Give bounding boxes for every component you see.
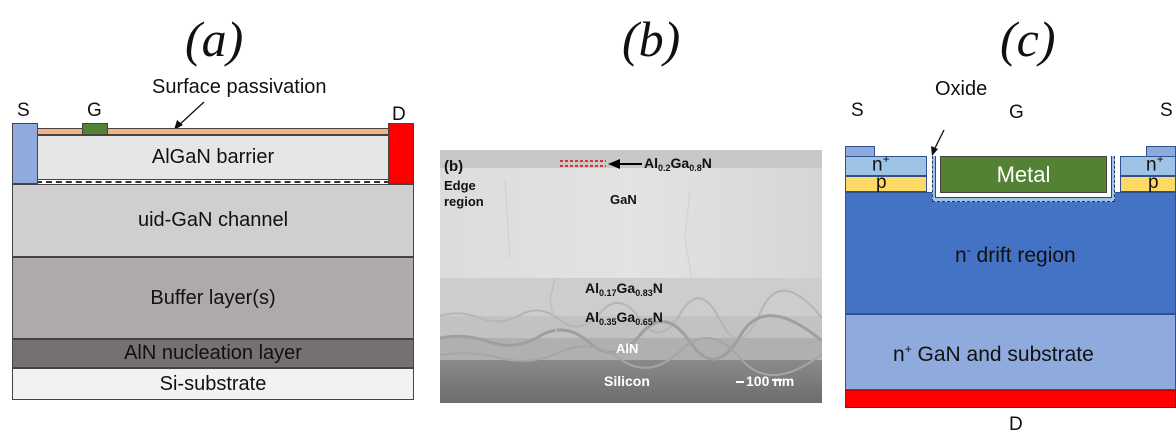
top-algan-label: Al0.2Ga0.8N [644,155,712,173]
al035-layer-label: Al0.35Ga0.65N [585,309,663,327]
p-label-right: p [1148,172,1159,193]
gate-contact-a [82,123,108,135]
sem-cross-section-image [440,150,822,403]
oxide-label: Oxide [935,78,988,100]
uid-gan-channel-layer: uid-GaN channel [12,184,414,257]
drain-contact-c [845,390,1176,408]
scale-bar [736,381,744,383]
sem-inset-letter: (b) [444,158,464,175]
si-substrate-label: Si-substrate [159,372,267,395]
buffer-layer-label: Buffer layer(s) [150,286,276,309]
n-plus-substrate-layer [845,314,1176,390]
n-plus-label-left: n+ [872,152,890,176]
source-label-c-right: S [1160,100,1173,121]
p-label-left: p [876,172,887,193]
panel-b-letter: (b) [622,11,681,67]
si-substrate-layer: Si-substrate [12,368,414,400]
gate-label-c: G [1009,102,1024,123]
aln-nucleation-label: AlN nucleation layer [124,342,302,364]
aln-nucleation-layer: AlN nucleation layer [12,339,414,368]
p-region-left [845,176,927,192]
edge-region-label-line1: Edge [444,178,476,193]
gate-metal: Metal [940,156,1107,193]
algan-barrier-layer: AlGaN barrier [36,135,390,180]
passivation-pointer-arrow [174,101,205,130]
drain-contact-a [388,123,414,184]
gate-label-a: G [87,100,102,121]
panel-c-letter: (c) [1000,11,1056,67]
n-plus-region-left [845,156,927,176]
substrate-label: n+ GaN and substrate [893,342,1094,366]
surface-passivation-label: Surface passivation [152,76,327,98]
drift-region-label: n- drift region [955,243,1076,267]
source-contact-c [845,146,875,157]
panel-a-letter: (a) [185,11,244,67]
source-contact-a [12,123,38,184]
metal-label: Metal [996,161,1051,187]
buffer-layer: Buffer layer(s) [12,257,414,339]
n-plus-label-right: n+ [1146,152,1164,176]
drain-label-a: D [392,104,406,125]
scale-bar-label: 100 nm [746,373,795,389]
silicon-layer-label: Silicon [604,373,650,389]
al017-layer-label: Al0.17Ga0.83N [585,280,663,298]
aln-layer-label: AlN [616,341,639,356]
algan-barrier-label: AlGaN barrier [151,146,275,168]
source-contact-c-right [1146,146,1176,157]
uid-gan-channel-label: uid-GaN channel [137,209,289,231]
source-label-a: S [17,100,30,121]
gan-layer-label: GaN [610,192,637,207]
edge-region-label-line2: region [444,194,484,209]
oxide-pointer-arrow [931,129,945,156]
2deg-dashed-line [36,181,390,183]
source-label-c: S [851,100,864,121]
drain-label-c: D [1009,414,1023,435]
drift-region-layer [845,192,1176,314]
